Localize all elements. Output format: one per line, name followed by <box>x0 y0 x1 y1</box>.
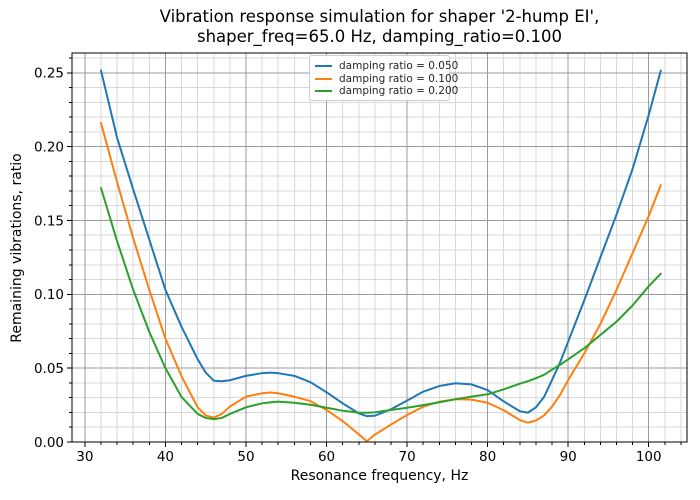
x-axis-label: Resonance frequency, Hz <box>290 468 469 484</box>
x-tick-label: 70 <box>398 449 415 465</box>
legend: damping ratio = 0.050 damping ratio = 0.… <box>309 55 458 101</box>
y-axis-label: Remaining vibrations, ratio <box>9 153 25 343</box>
legend-item-damping-0050: damping ratio = 0.050 <box>315 60 458 72</box>
chart-title: Vibration response simulation for shaper… <box>72 7 687 47</box>
y-tick-label: 0.00 <box>34 435 64 451</box>
x-tick-label: 90 <box>560 449 577 465</box>
x-tick-label: 50 <box>237 449 254 465</box>
tick-marks <box>67 57 682 447</box>
legend-label: damping ratio = 0.100 <box>339 72 459 85</box>
axes-spines <box>71 52 688 443</box>
legend-label: damping ratio = 0.200 <box>339 85 459 97</box>
x-tick-label: 30 <box>76 449 93 465</box>
curve-damping-0.050 <box>100 69 662 418</box>
tick-labels: 30 40 50 60 70 80 90 100 0.00 0.05 0.10 0.15 0.20 0.2… <box>34 66 662 465</box>
x-tick-label: 80 <box>479 449 496 465</box>
y-tick-label: 0.20 <box>34 139 64 155</box>
legend-item-damping-0200: damping ratio = 0.200 <box>315 85 458 97</box>
y-tick-label: 0.25 <box>34 66 64 82</box>
legend-line-swatch-green <box>315 90 332 92</box>
y-tick-label: 0.10 <box>34 287 64 303</box>
curve-damping-0.100 <box>100 122 662 443</box>
major-grid <box>72 53 687 443</box>
x-tick-label: 40 <box>157 449 174 465</box>
x-tick-label: 100 <box>636 449 662 465</box>
legend-label: damping ratio = 0.050 <box>339 60 459 72</box>
legend-item-damping-0100: damping ratio = 0.100 <box>315 73 458 85</box>
curve-damping-0.200 <box>100 186 662 421</box>
curves <box>100 69 662 443</box>
minor-grid <box>72 53 687 442</box>
y-tick-label: 0.15 <box>34 213 64 229</box>
legend-line-swatch-blue <box>315 65 332 67</box>
x-tick-label: 60 <box>318 449 335 465</box>
legend-line-swatch-orange <box>315 77 332 80</box>
y-tick-label: 0.05 <box>34 361 64 377</box>
chart-title-line1: Vibration response simulation for shaper… <box>159 7 600 26</box>
chart-title-line2: shaper_freq=65.0 Hz, damping_ratio=0.100 <box>196 27 563 46</box>
